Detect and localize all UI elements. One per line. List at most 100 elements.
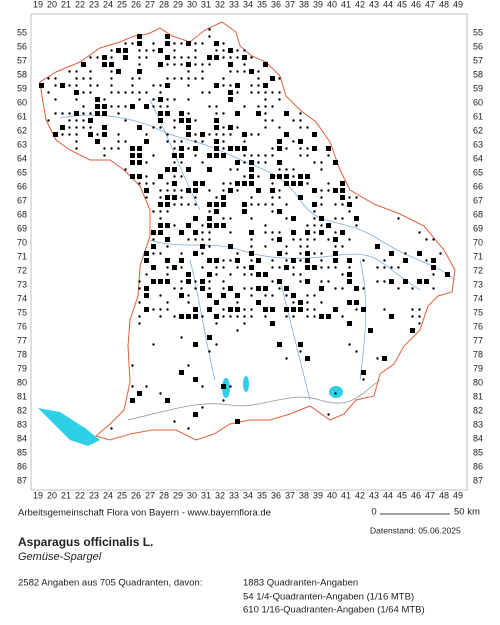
scale-start: 0 xyxy=(371,507,376,518)
row-label: 77 xyxy=(473,335,483,345)
marker-dot xyxy=(285,252,288,255)
row-label: 85 xyxy=(473,447,483,457)
row-label: 71 xyxy=(17,251,27,261)
marker-square xyxy=(165,41,170,46)
marker-dot xyxy=(117,133,120,136)
marker-dot xyxy=(75,77,78,80)
river xyxy=(279,279,311,401)
marker-square xyxy=(151,244,156,249)
row-label: 67 xyxy=(473,195,483,205)
marker-square xyxy=(305,265,310,270)
marker-dot xyxy=(145,91,148,94)
column-label: 41 xyxy=(341,490,351,500)
marker-dot xyxy=(187,238,190,241)
column-label: 24 xyxy=(103,490,113,500)
marker-dot xyxy=(222,266,225,269)
marker-square xyxy=(186,167,191,172)
column-label: 48 xyxy=(439,490,449,500)
marker-square xyxy=(186,272,191,277)
marker-square xyxy=(102,104,107,109)
marker-dot xyxy=(180,56,183,59)
row-label: 58 xyxy=(473,69,483,79)
marker-dot xyxy=(313,238,316,241)
marker-dot xyxy=(173,224,176,227)
marker-square xyxy=(333,188,338,193)
marker-dot xyxy=(110,77,113,80)
marker-square xyxy=(389,251,394,256)
marker-dot xyxy=(180,336,183,339)
marker-square xyxy=(200,244,205,249)
marker-square xyxy=(158,279,163,284)
marker-dot xyxy=(180,203,183,206)
marker-dot xyxy=(264,231,267,234)
row-label: 73 xyxy=(473,279,483,289)
marker-square xyxy=(186,125,191,130)
marker-dot xyxy=(208,210,211,213)
column-label: 38 xyxy=(299,490,309,500)
row-label: 57 xyxy=(473,55,483,65)
marker-dot xyxy=(334,392,337,395)
marker-square xyxy=(172,167,177,172)
marker-dot xyxy=(306,147,309,150)
marker-dot xyxy=(299,112,302,115)
marker-dot xyxy=(117,140,120,143)
marker-dot xyxy=(348,210,351,213)
marker-dot xyxy=(271,238,274,241)
marker-dot xyxy=(327,154,330,157)
marker-dot xyxy=(222,217,225,220)
marker-square xyxy=(228,62,233,67)
marker-dot xyxy=(131,385,134,388)
markers xyxy=(39,28,450,430)
marker-dot xyxy=(138,77,141,80)
marker-dot xyxy=(166,266,169,269)
marker-square xyxy=(277,279,282,284)
marker-dot xyxy=(306,182,309,185)
marker-dot xyxy=(173,126,176,129)
marker-dot xyxy=(320,280,323,283)
marker-square xyxy=(158,118,163,123)
marker-dot xyxy=(194,119,197,122)
row-label: 76 xyxy=(473,321,483,331)
marker-dot xyxy=(250,273,253,276)
marker-dot xyxy=(187,294,190,297)
marker-dot xyxy=(243,161,246,164)
column-label: 28 xyxy=(159,490,169,500)
marker-dot xyxy=(215,343,218,346)
marker-square xyxy=(235,181,240,186)
marker-square xyxy=(214,55,219,60)
row-label: 56 xyxy=(17,41,27,51)
row-label: 83 xyxy=(17,419,27,429)
row-label: 65 xyxy=(17,167,27,177)
marker-square xyxy=(312,188,317,193)
marker-dot xyxy=(173,287,176,290)
marker-dot xyxy=(285,294,288,297)
column-label: 32 xyxy=(215,0,225,9)
marker-dot xyxy=(201,140,204,143)
marker-square xyxy=(214,153,219,158)
row-label: 83 xyxy=(473,419,483,429)
river xyxy=(189,259,216,381)
marker-dot xyxy=(271,280,274,283)
column-label: 27 xyxy=(145,0,155,9)
marker-square xyxy=(298,139,303,144)
marker-dot xyxy=(201,385,204,388)
marker-dot xyxy=(341,287,344,290)
marker-dot xyxy=(152,126,155,129)
marker-square xyxy=(228,307,233,312)
marker-dot xyxy=(271,266,274,269)
marker-dot xyxy=(215,112,218,115)
marker-dot xyxy=(89,56,92,59)
column-label: 19 xyxy=(33,0,43,9)
marker-dot xyxy=(397,266,400,269)
marker-square xyxy=(165,83,170,88)
column-label: 36 xyxy=(271,0,281,9)
marker-square xyxy=(137,41,142,46)
marker-dot xyxy=(159,217,162,220)
marker-dot xyxy=(292,140,295,143)
marker-square xyxy=(165,55,170,60)
column-label: 29 xyxy=(173,490,183,500)
row-label: 75 xyxy=(17,307,27,317)
marker-dot xyxy=(82,105,85,108)
marker-square xyxy=(158,230,163,235)
marker-dot xyxy=(271,182,274,185)
